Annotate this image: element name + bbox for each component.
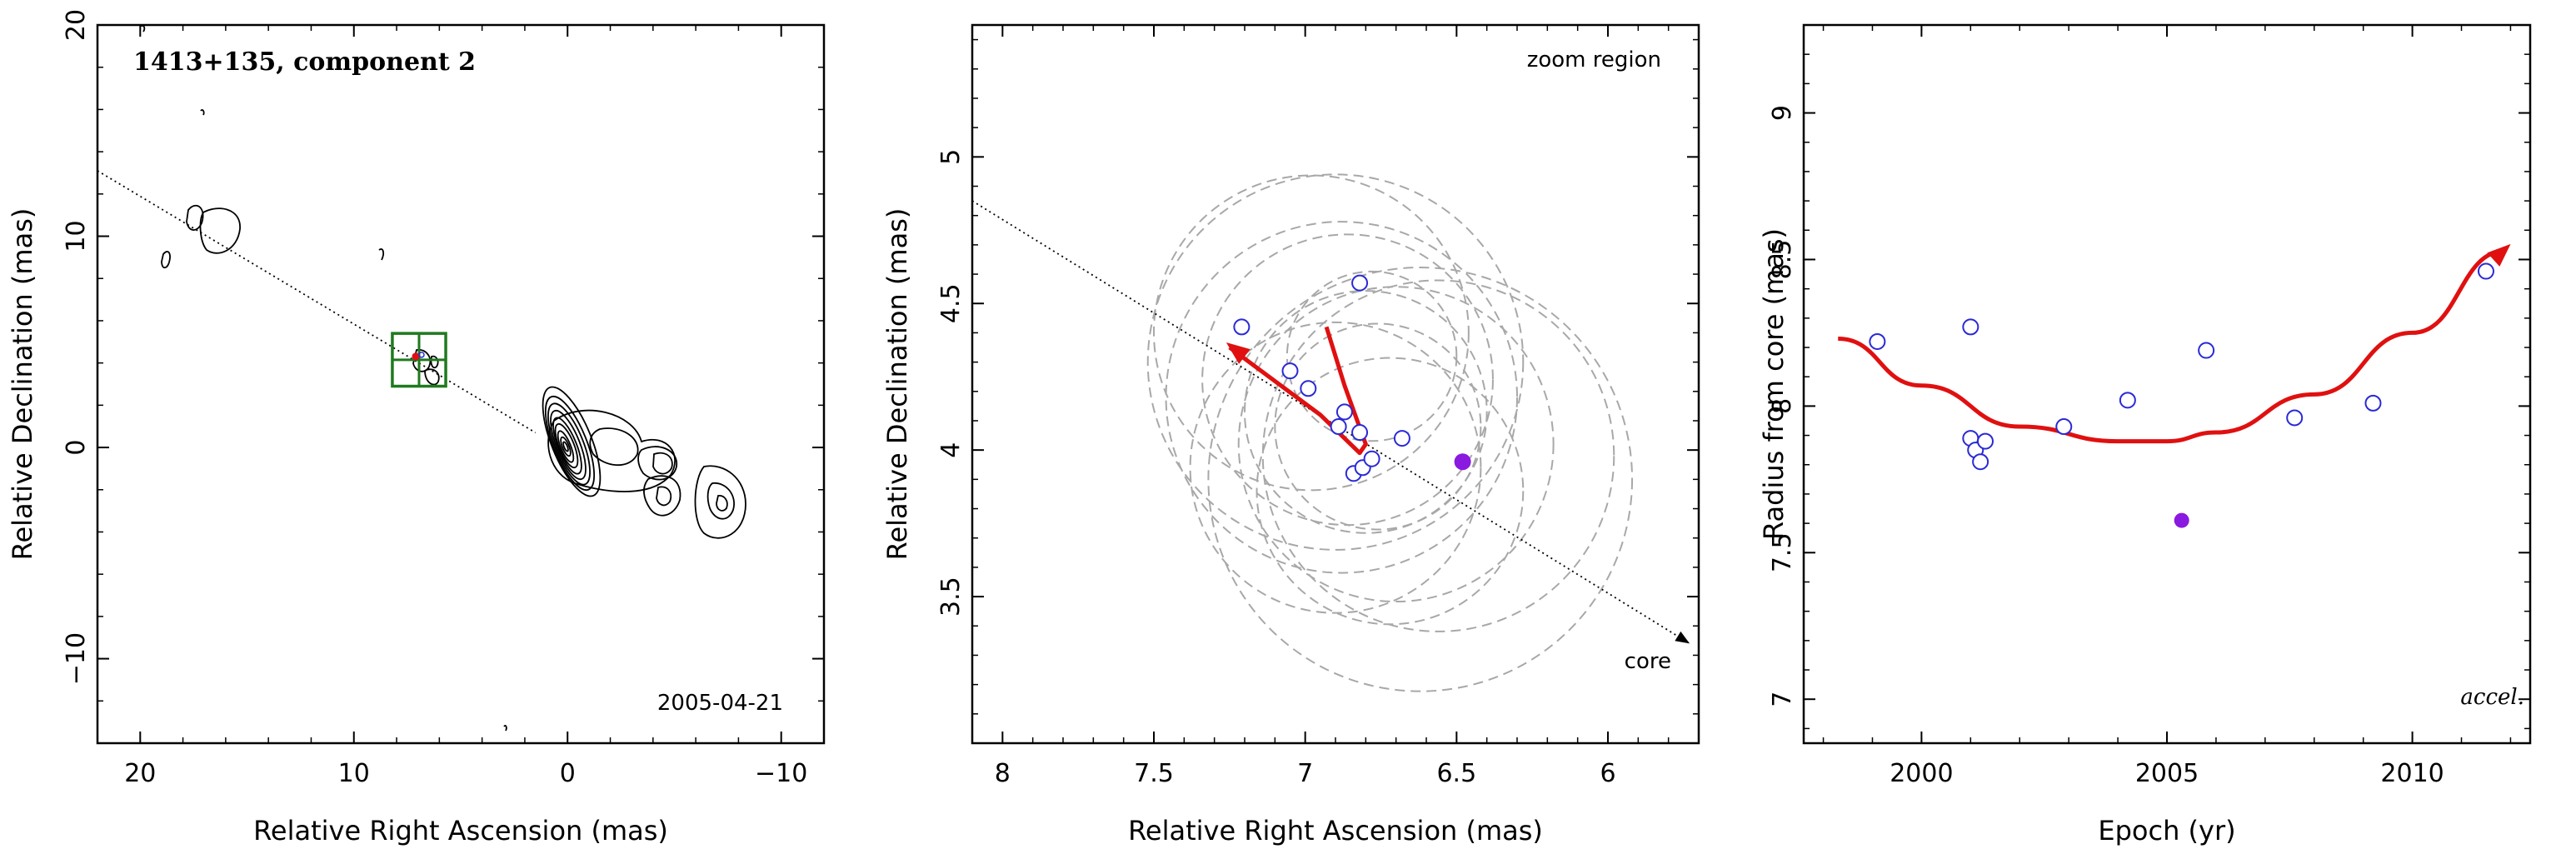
- p3-data-point: [2119, 392, 2136, 409]
- p3-x-tick-label: 2010: [2380, 759, 2444, 788]
- p2-highlight-point: [1454, 453, 1471, 471]
- p2-beam-ellipse: [1153, 174, 1470, 492]
- p3-data-point: [2055, 418, 2073, 436]
- p3-data-point: [2198, 342, 2215, 359]
- p3-x-tick-label: 2000: [1890, 759, 1953, 788]
- p2-x-tick-label: 8: [995, 759, 1011, 788]
- p3-highlight-point: [2174, 512, 2189, 528]
- p1-x-tick-label: −10: [755, 759, 807, 788]
- p1-x-tick-label: 10: [338, 759, 370, 788]
- p1-date-label: 2005-04-21: [657, 691, 783, 716]
- p1-axis-ticks: 20 10 0 −10 −10 0 10 20: [62, 9, 825, 788]
- p2-beam-ellipse: [1146, 173, 1525, 551]
- p2-beam-ellipse: [1201, 233, 1494, 527]
- p1-contour-map: [141, 24, 746, 732]
- p1-panel-title: 1413+135, component 2: [133, 47, 476, 77]
- p1-component-point: [418, 352, 425, 358]
- p2-beam-ellipse: [1207, 267, 1634, 692]
- p1-marks: [97, 170, 537, 434]
- p2-beam-ellipse: [1165, 221, 1519, 574]
- p2-axis-ticks: 8 7.5 7 6.5 6 3.5 4 4.5 5: [936, 25, 1700, 788]
- p2-beam-ellipse: [1286, 270, 1458, 442]
- p1-plot-frame: [96, 23, 826, 745]
- p2-beam-ellipse: [1189, 321, 1482, 614]
- p2-y-axis-label: Relative Declination (mas): [881, 208, 913, 561]
- p3-y-axis-label: Radius from core (mas): [1758, 228, 1790, 540]
- p1-jet-axis-line: [97, 170, 537, 434]
- p2-zoom-region-label: zoom region: [1527, 47, 1661, 72]
- p3-data-point: [1962, 318, 1979, 336]
- p1-y-tick-label: 20: [62, 9, 91, 41]
- p1-x-tick-label: 20: [124, 759, 156, 788]
- p2-data-point: [1300, 380, 1317, 397]
- p3-fit-curve: [1838, 248, 2506, 444]
- p2-data-point: [1233, 318, 1251, 336]
- p1-y-axis-label: Relative Declination (mas): [7, 208, 38, 561]
- p3-data-point: [1972, 453, 1989, 471]
- p2-data-point: [1335, 403, 1353, 421]
- p2-data-point: [1351, 424, 1369, 442]
- p3-data-point: [1869, 332, 1886, 350]
- p2-beam-ellipse: [1261, 279, 1615, 632]
- p3-marks: [1838, 243, 2511, 528]
- p3-x-tick-label: 2005: [2135, 759, 2199, 788]
- p3-y-tick-label: 9: [1768, 105, 1797, 121]
- panel-2-zoom-region: 8 7.5 7 6.5 6 3.5 4 4.5 5 zoom region core Relat…: [881, 23, 1700, 847]
- p3-data-point: [2286, 409, 2304, 427]
- p3-y-tick-label: 8: [1768, 398, 1797, 414]
- p2-plot-frame: [971, 23, 1700, 745]
- p2-data-point: [1393, 430, 1410, 447]
- p1-x-tick-label: 0: [560, 759, 576, 788]
- p3-x-axis-label: Epoch (yr): [2098, 815, 2235, 847]
- p3-accel-annotation: accel.: [2460, 685, 2524, 710]
- p1-y-tick-label: −10: [62, 632, 91, 685]
- p1-y-tick-label: 0: [62, 440, 91, 456]
- p3-y-tick-label: 8.5: [1768, 240, 1797, 280]
- p2-jet-axis-line: [971, 200, 1690, 645]
- p3-data-point: [1977, 432, 1994, 450]
- p2-x-tick-label: 7.5: [1134, 759, 1174, 788]
- p2-x-tick-label: 6: [1600, 759, 1615, 788]
- p2-beam-ellipse: [1274, 322, 1482, 531]
- panel-1-contour-map: 20 10 0 −10 −10 0 10 20 1413+135, component 2 2…: [7, 9, 826, 847]
- p1-x-axis-label: Relative Right Ascension (mas): [253, 815, 668, 847]
- p2-data-point: [1363, 450, 1380, 467]
- p2-jet-axis-arrowhead: [1675, 631, 1690, 644]
- p2-data-point: [1281, 362, 1299, 380]
- p2-motion-arrow: [1228, 326, 1368, 456]
- p2-marks: [971, 173, 1690, 692]
- p3-data-point: [2364, 394, 2382, 412]
- p2-y-tick-label: 4: [936, 442, 966, 458]
- p2-beam-ellipse: [1244, 290, 1488, 534]
- p2-data-point: [1330, 418, 1347, 436]
- p2-beam-ellipse: [1237, 286, 1555, 603]
- p3-fit-arrowhead: [2487, 243, 2511, 267]
- p3-y-tick-label: 7.5: [1768, 532, 1797, 572]
- p3-data-point: [2477, 262, 2494, 280]
- p2-x-tick-label: 7: [1297, 759, 1313, 788]
- p2-motion-arrowhead: [1226, 342, 1251, 364]
- p2-y-tick-label: 3.5: [936, 577, 966, 617]
- p1-component-marker: [412, 352, 420, 361]
- p3-y-tick-label: 7: [1768, 692, 1797, 707]
- p2-x-axis-label: Relative Right Ascension (mas): [1128, 815, 1543, 847]
- p3-axis-ticks: 2000 2005 2010 7 7.5 8 8.5 9: [1768, 24, 2530, 788]
- p2-core-label: core: [1625, 649, 1671, 674]
- p2-x-tick-label: 6.5: [1436, 759, 1476, 788]
- p1-y-tick-label: 10: [62, 220, 91, 252]
- p2-data-point: [1351, 274, 1369, 292]
- p2-y-tick-label: 4.5: [936, 283, 966, 323]
- p2-y-tick-label: 5: [936, 149, 966, 165]
